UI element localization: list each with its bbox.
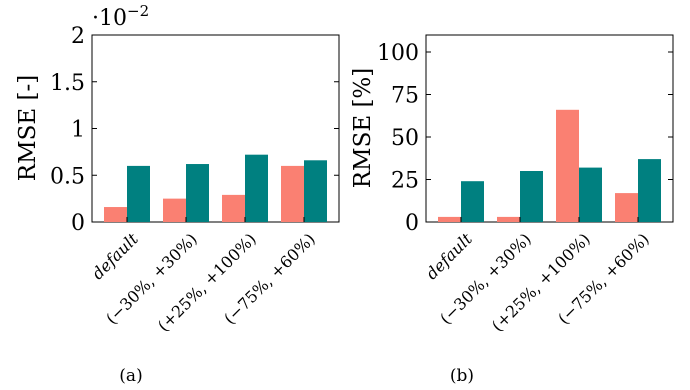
bar-series-1 [556,109,579,222]
y-tick-label: 1 [71,118,85,143]
bar-series-1 [222,194,245,222]
bar-series-1 [281,165,304,222]
bar-series-1 [497,216,520,222]
y-tick-label: 2 [71,24,85,49]
category-labels: default(−30%, +30%)(+25%, +100%)(−75%, +… [422,229,653,335]
y-tick-label: 0 [405,211,419,236]
y-axis-label: RMSE [-] [15,75,41,181]
scale-factor-label: ·10−2 [92,2,149,31]
y-tick-label: 25 [391,169,419,194]
x-tick-label: default [88,229,142,283]
y-axis-label: RMSE [%] [350,68,376,189]
y-tick-label: 1.5 [50,71,85,96]
y-tick-label: 0 [71,211,85,236]
bar-series-1 [104,207,127,222]
category-labels: default(−30%, +30%)(+25%, +100%)(−75%, +… [88,229,319,335]
bars [104,154,327,222]
y-tick-label: 50 [391,126,419,151]
plot-area-frame [425,34,674,223]
x-tick-label: (+25%, +100%) [154,229,260,335]
bars [438,109,661,222]
y-axis-ticks: 0 25 50 75 100 [377,41,673,236]
caption-a: (a) [119,366,142,386]
x-tick-label: (+25%, +100%) [488,229,594,335]
y-tick-label: 0.5 [50,164,85,189]
chart-panel-a: RMSE [-] ·10−2 (a) 0 0.5 1 1.5 2 default(−30… [15,2,340,386]
chart-panel-b: RMSE [%] (b) 0 25 50 75 100 default(−30%, +3… [350,34,674,386]
bar-series-2 [304,160,327,222]
bar-series-1 [438,216,461,222]
bar-series-2 [579,167,602,222]
bar-series-2 [461,181,484,222]
bar-series-2 [520,171,543,222]
bar-series-1 [615,193,638,222]
y-axis-ticks: 0 0.5 1 1.5 2 [50,24,339,236]
bar-series-1 [163,198,186,222]
bar-series-2 [127,165,150,222]
x-tick-label: default [422,229,476,283]
caption-b: (b) [450,366,474,386]
bar-series-2 [245,154,268,222]
bar-series-2 [186,164,209,222]
y-tick-label: 100 [377,41,419,66]
scale-factor-exponent: −2 [127,2,149,20]
y-tick-label: 75 [391,84,419,109]
scale-factor-base: ·10 [92,6,127,31]
bar-series-2 [638,159,661,222]
